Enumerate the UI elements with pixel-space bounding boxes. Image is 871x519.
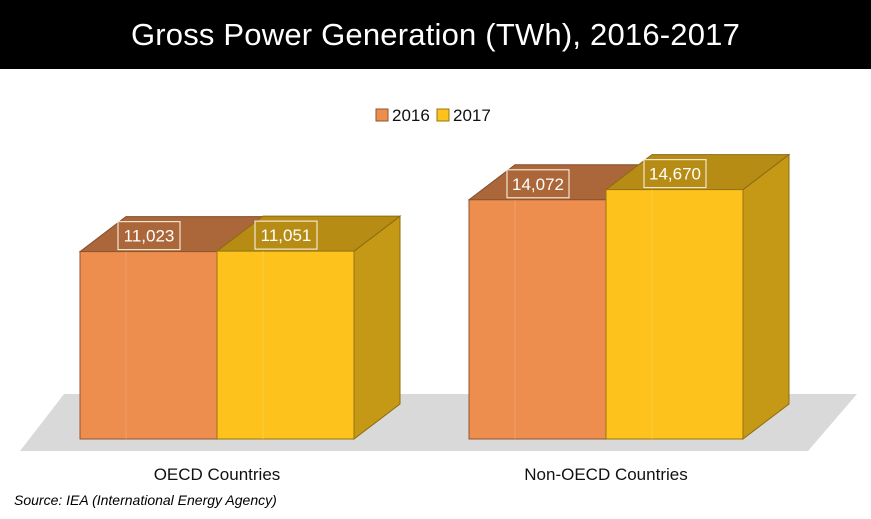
data-label-box (117, 221, 181, 251)
bar-front-face (605, 189, 744, 440)
source-note: Source: IEA (International Energy Agency… (14, 492, 277, 508)
legend-swatch (375, 108, 389, 122)
bar-2017-1: 14,670 (604, 153, 791, 441)
category-label: OECD Countries (154, 465, 281, 484)
category-labels: OECD Countries Non-OECD Countries (154, 465, 688, 484)
data-label: 11,023 (124, 227, 175, 246)
legend: 2016 2017 (375, 106, 491, 125)
chart-title: Gross Power Generation (TWh), 2016-2017 (0, 0, 871, 69)
data-label-box (643, 159, 707, 189)
data-label: 14,072 (512, 175, 564, 194)
data-label: 14,670 (649, 165, 701, 184)
legend-label: 2017 (453, 106, 491, 125)
data-label: 11,051 (261, 226, 312, 245)
bars-group: 11,023 11,051 14,072 14,670 (78, 153, 791, 441)
legend-item-2016: 2016 (375, 106, 430, 125)
category-label: Non-OECD Countries (524, 465, 687, 484)
bar-front-face (216, 250, 355, 440)
bar-front-face (468, 199, 607, 440)
bar-side-face (742, 153, 790, 441)
data-label-box (506, 169, 570, 199)
bar-front-face (79, 251, 218, 440)
data-label-box (254, 220, 318, 250)
bar-2017-0: 11,051 (215, 215, 402, 441)
legend-swatch (436, 108, 450, 122)
bar-side-face (353, 215, 401, 441)
legend-label: 2016 (392, 106, 430, 125)
legend-item-2017: 2017 (436, 106, 491, 125)
